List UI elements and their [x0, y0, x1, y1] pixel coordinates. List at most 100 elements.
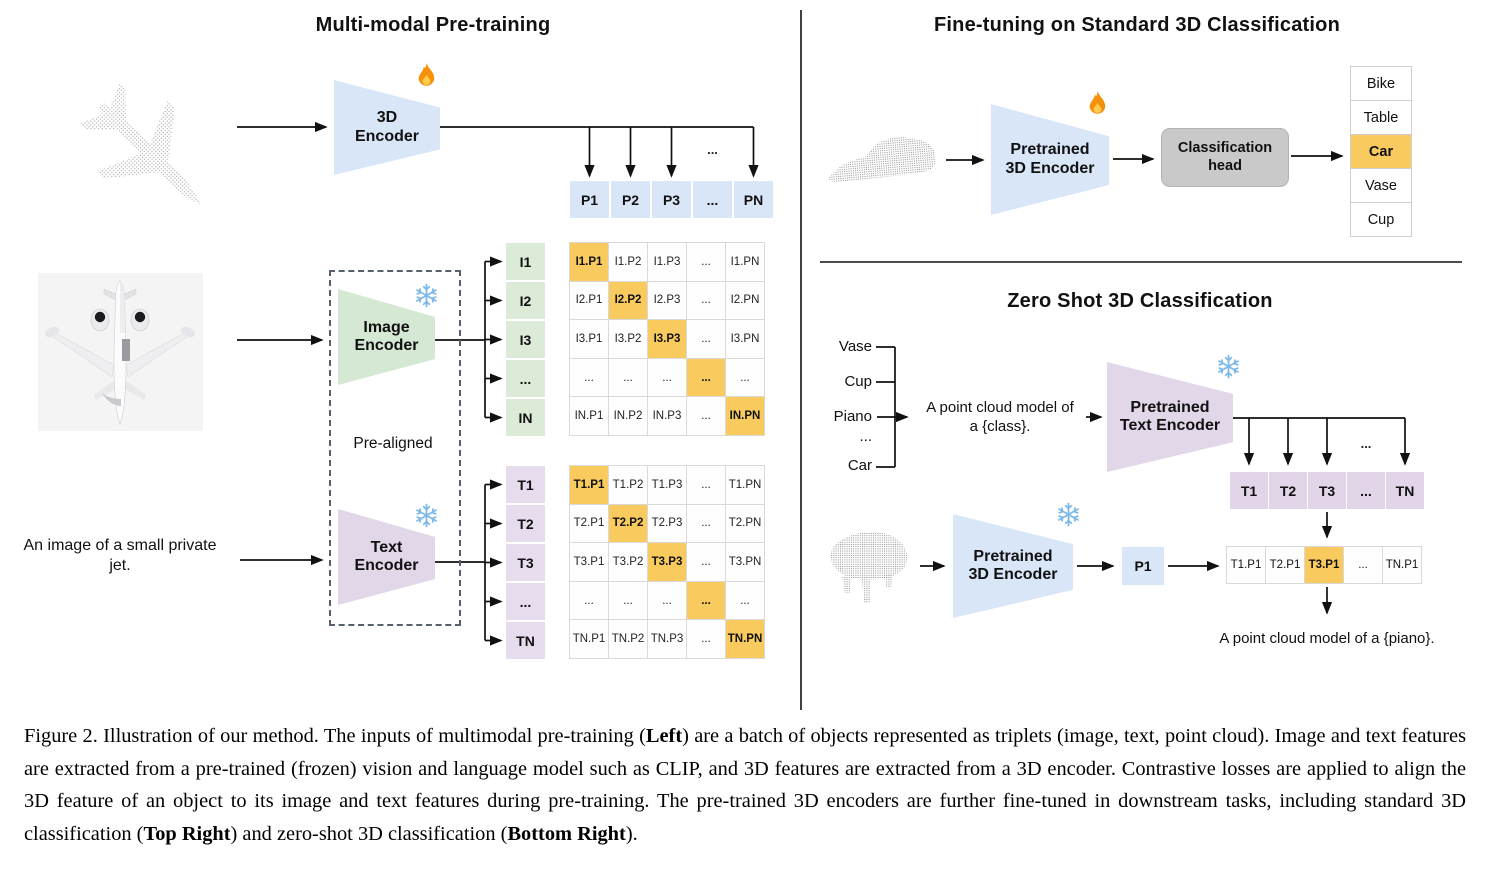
- caption-segment: ).: [625, 822, 638, 845]
- matrix-cell: ...: [686, 580, 726, 621]
- matrix-cell: I2.P1: [569, 280, 609, 321]
- result-prompt-text: A point cloud model of a {piano}.: [1219, 630, 1435, 647]
- text-feature-cell: T3: [506, 544, 545, 581]
- matrix-cell: T2.P1: [569, 503, 609, 544]
- classification-head: Classification head: [1161, 128, 1289, 187]
- snowflake-icon: [1216, 354, 1241, 379]
- matrix-cell: T2.P3: [647, 503, 687, 544]
- text-feature-cell: ...: [1347, 472, 1385, 509]
- zeroshot-title: Zero Shot 3D Classification: [1007, 290, 1273, 312]
- car-pointcloud-image: [828, 137, 936, 182]
- pretraining-title: Multi-modal Pre-training: [315, 14, 551, 36]
- input-caption-text: An image of a small private jet.: [23, 537, 217, 574]
- matrix-cell: I1.PN: [725, 242, 765, 282]
- finetune-title: Fine-tuning on Standard 3D Classificatio…: [933, 14, 1340, 36]
- similarity-cell: T1.P1: [1226, 546, 1266, 584]
- matrix-cell: ...: [569, 580, 609, 621]
- similarity-cell: T3.P1: [1304, 546, 1344, 584]
- prompt-template-line2: a {class}.: [969, 417, 1031, 435]
- class-cell: Table: [1350, 100, 1412, 135]
- caption-segment: ) and zero-shot 3D classification (: [230, 822, 508, 845]
- encoder-3d: 3D Encoder: [334, 80, 440, 175]
- matrix-cell: TN.P3: [647, 619, 687, 659]
- matrix-cell: I2.PN: [725, 280, 765, 321]
- pre-aligned-label: Pre-aligned: [353, 435, 433, 452]
- matrix-cell: ...: [725, 580, 765, 621]
- pretrained-3d-encoder-label: Pretrained 3D Encoder: [1005, 141, 1095, 177]
- matrix-cell: T1.P1: [569, 465, 609, 505]
- matrix-cell: ...: [686, 396, 726, 436]
- p-feature-cell: ...: [693, 181, 732, 218]
- text-feature-column: T1 T2 T3... TN: [506, 466, 545, 659]
- matrix-cell: T3.P1: [569, 542, 609, 582]
- matrix-cell: T1.P2: [608, 465, 648, 505]
- encoder-3d-label: 3D Encoder: [354, 109, 419, 145]
- matrix-cell: T2.P2: [608, 503, 648, 544]
- image-feature-cell: I3: [506, 321, 545, 358]
- matrix-cell: T3.PN: [725, 542, 765, 582]
- pretrained-3d-encoder-zeroshot: Pretrained 3D Encoder: [953, 514, 1073, 618]
- flame-icon: [413, 62, 440, 93]
- matrix-cell: ...: [686, 357, 726, 398]
- similarity-cell: TN.P1: [1382, 546, 1422, 584]
- prompt-template-line1: A point cloud model of: [926, 399, 1074, 416]
- caption-segment: ) are a batch of objects represented as …: [24, 725, 1467, 845]
- image-point-similarity-matrix: I1.P1 I1.P2 I1.P3... I1.PN I2.P1 I2.P2 I2.P3..…: [569, 242, 765, 436]
- text-point-similarity-matrix: T1.P1 T1.P2 T1.P3... T1.PN T2.P1 T2.P2 T2.P3..…: [569, 465, 765, 659]
- matrix-cell: ...: [686, 242, 726, 282]
- matrix-cell: TN.P2: [608, 619, 648, 659]
- matrix-cell: ...: [686, 503, 726, 544]
- matrix-cell: T1.PN: [725, 465, 765, 505]
- class-cell: Vase: [1350, 168, 1412, 203]
- class-prompt-piano: Piano: [833, 408, 872, 425]
- class-prompt-ellipsis: ...: [859, 428, 872, 445]
- flame-icon: [1084, 90, 1111, 121]
- snowflake-icon: [414, 503, 439, 528]
- matrix-cell: I3.P1: [569, 319, 609, 359]
- matrix-cell: IN.P2: [608, 396, 648, 436]
- class-prompt-cup: Cup: [844, 373, 872, 390]
- image-feature-cell: IN: [506, 399, 545, 436]
- similarity-row: T1.P1 T2.P1 T3.P1... TN.P1: [1226, 546, 1422, 584]
- matrix-cell: IN.P1: [569, 396, 609, 436]
- matrix-cell: T3.P2: [608, 542, 648, 582]
- matrix-cell: T2.PN: [725, 503, 765, 544]
- matrix-cell: I1.P2: [608, 242, 648, 282]
- matrix-cell: IN.PN: [725, 396, 765, 436]
- class-prompt-car: Car: [847, 457, 872, 474]
- classification-head-label: Classification head: [1177, 140, 1273, 174]
- p-feature-cell: P2: [611, 181, 650, 218]
- piano-pointcloud-image: [830, 532, 908, 603]
- matrix-cell: I3.PN: [725, 319, 765, 359]
- matrix-cell: ...: [608, 580, 648, 621]
- similarity-cell: ...: [1343, 546, 1383, 584]
- class-prompt-vase: Vase: [838, 338, 872, 355]
- text-feature-cell: T2: [506, 505, 545, 542]
- p-feature-cell: P3: [652, 181, 691, 218]
- image-feature-cell: I2: [506, 282, 545, 319]
- pre-aligned-group: [329, 270, 461, 626]
- caption-bold-segment: Top Right: [143, 822, 231, 845]
- pretrained-3d-encoder-zeroshot-label: Pretrained 3D Encoder: [968, 547, 1058, 583]
- text-feature-cell: T3: [1308, 472, 1346, 509]
- airplane-pointcloud-image: [79, 83, 201, 205]
- matrix-cell: I2.P3: [647, 280, 687, 321]
- snowflake-icon: [414, 283, 439, 308]
- matrix-cell: ...: [686, 619, 726, 659]
- matrix-cell: I3.P2: [608, 319, 648, 359]
- prompt-template-text: A point cloud model of a {class}.: [912, 399, 1088, 437]
- matrix-cell: IN.P3: [647, 396, 687, 436]
- caption-bold-segment: Bottom Right: [507, 822, 626, 845]
- matrix-cell: ...: [686, 542, 726, 582]
- image-feature-cell: ...: [506, 360, 545, 397]
- matrix-cell: T1.P3: [647, 465, 687, 505]
- class-cell: Cup: [1350, 202, 1412, 237]
- matrix-cell: I1.P3: [647, 242, 687, 282]
- matrix-cell: TN.P1: [569, 619, 609, 659]
- image-feature-column: I1 I2 I3... IN: [506, 243, 545, 436]
- class-cell: Car: [1350, 134, 1412, 169]
- matrix-cell: I3.P3: [647, 319, 687, 359]
- class-list: Bike Table Car Vase Cup: [1350, 66, 1412, 237]
- text-feature-cell: TN: [1386, 472, 1424, 509]
